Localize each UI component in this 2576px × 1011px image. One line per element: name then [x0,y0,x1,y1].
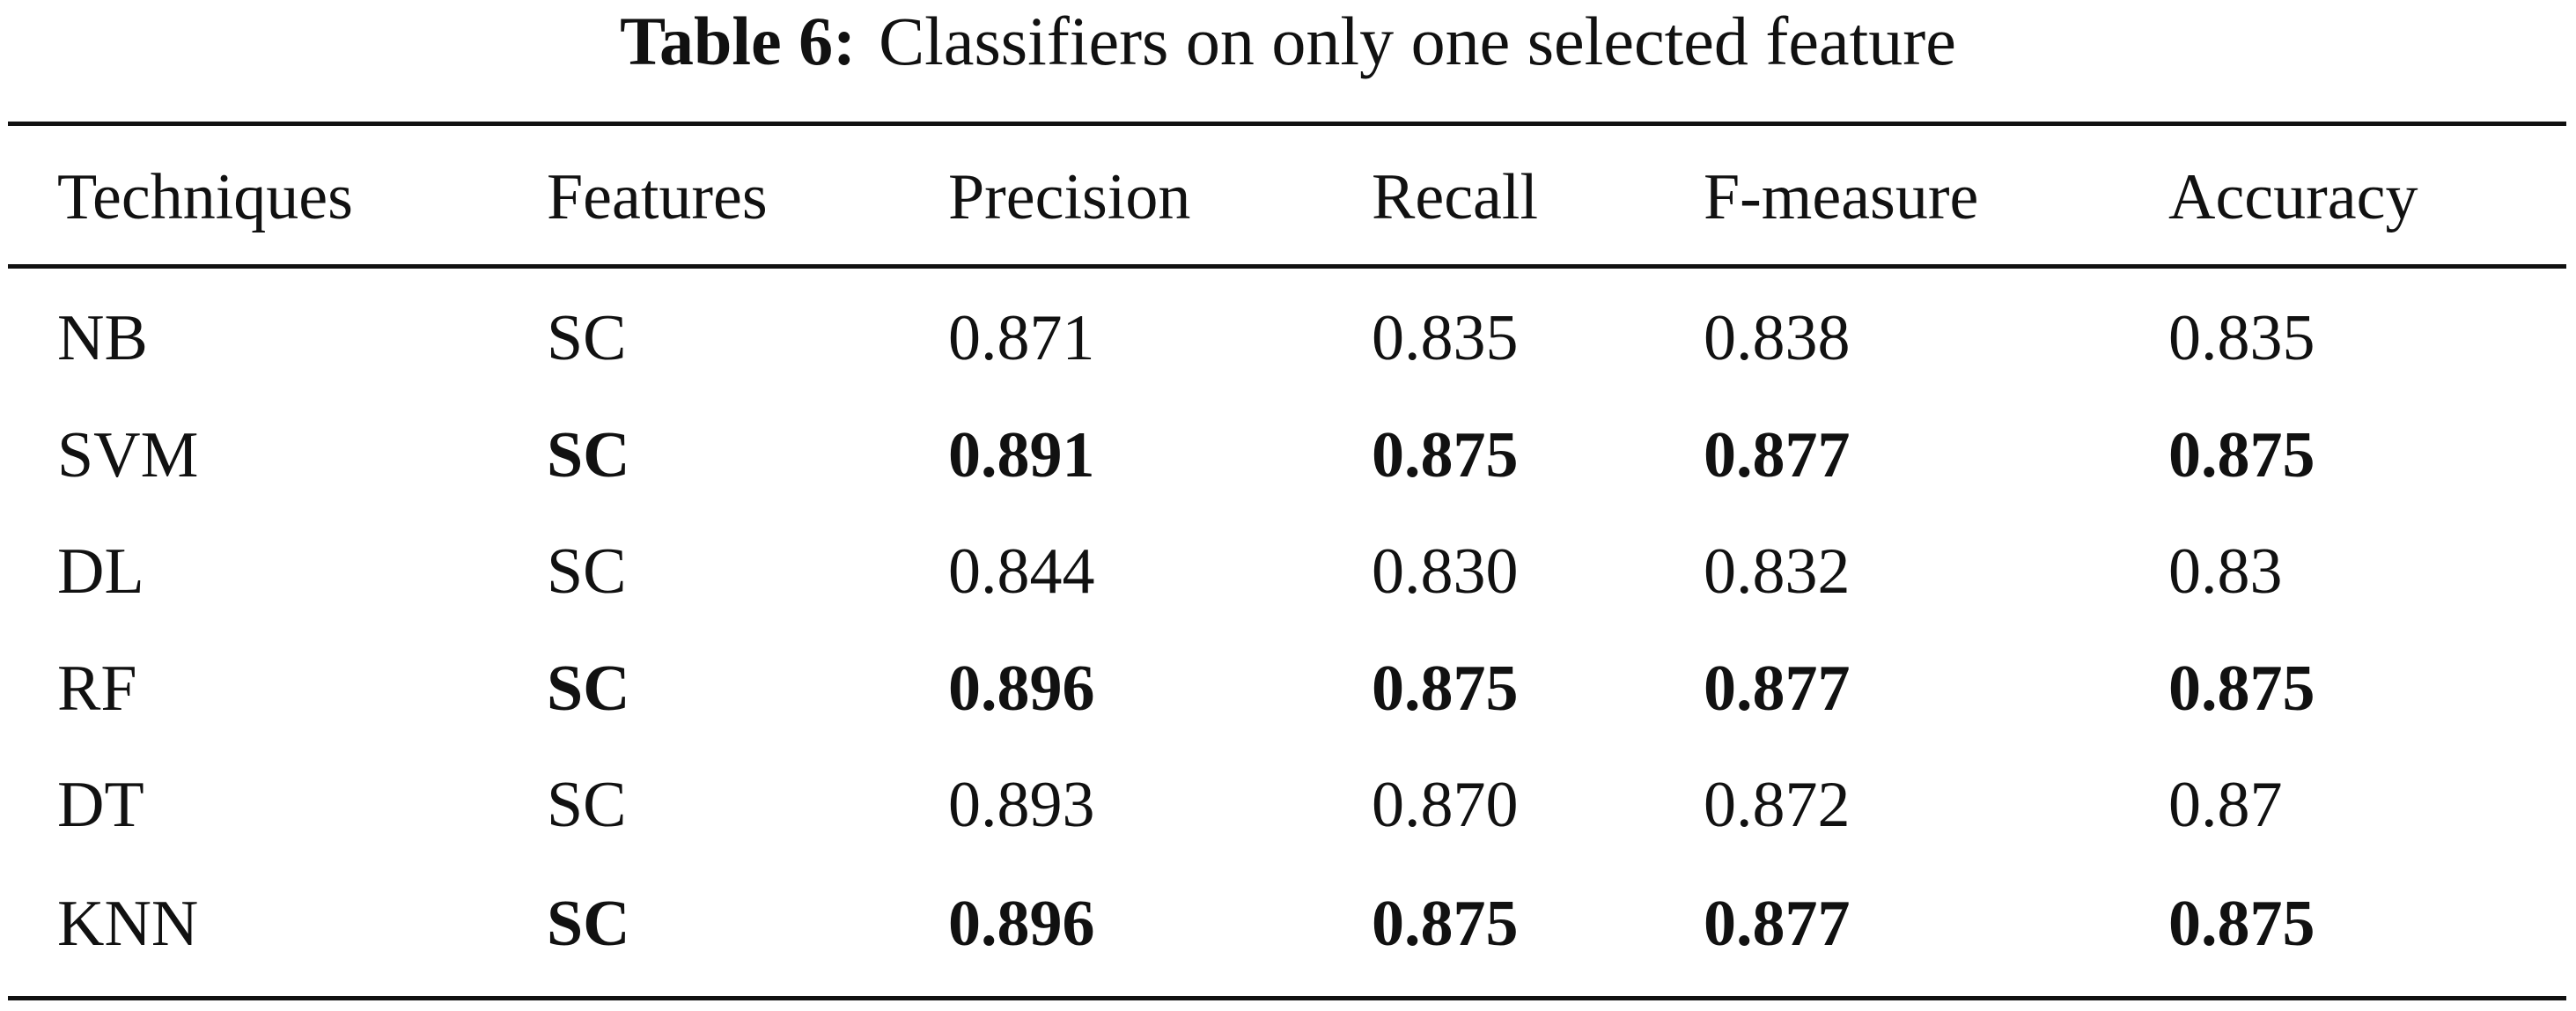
table-cell: SC [547,888,630,960]
table-cell: DL [57,535,144,608]
table-cell: 0.871 [948,302,1095,374]
table-cell: 0.877 [1704,888,1851,960]
table-cell: 0.896 [948,653,1095,725]
table-caption: Table 6: Classifiers on only one selected… [0,7,2576,76]
table-cell: 0.877 [1704,419,1851,491]
table-cell: 0.875 [1372,653,1519,725]
header-cell: Precision [948,161,1191,233]
header-cell: F-measure [1704,161,1979,233]
table-cell: DT [57,769,144,841]
table-cell: SC [547,653,630,725]
table-cell: 0.875 [1372,419,1519,491]
table-cell: 0.891 [948,419,1095,491]
table-cell: KNN [57,888,199,960]
bottom-rule [8,996,2566,1000]
caption-text: Classifiers on only one selected feature [879,3,1956,79]
table-cell: SC [547,302,627,374]
table-cell: 0.830 [1372,535,1519,608]
table-cell: SC [547,419,630,491]
table-cell: 0.832 [1704,535,1851,608]
table-cell: 0.838 [1704,302,1851,374]
table-cell: 0.875 [2168,653,2315,725]
table-cell: 0.844 [948,535,1095,608]
table-cell: SC [547,535,627,608]
header-cell: Accuracy [2168,161,2418,233]
table-cell: 0.877 [1704,653,1851,725]
table-cell: 0.875 [1372,888,1519,960]
header-cell: Recall [1372,161,1539,233]
header-cell: Techniques [57,161,353,233]
table-cell: 0.87 [2168,769,2283,841]
table-cell: RF [57,653,137,725]
table-cell: SC [547,769,627,841]
table-cell: 0.83 [2168,535,2283,608]
table-cell: 0.896 [948,888,1095,960]
table-cell: NB [57,302,148,374]
table-cell: 0.835 [2168,302,2315,374]
table-cell: 0.893 [948,769,1095,841]
table-cell: 0.872 [1704,769,1851,841]
table-cell: 0.875 [2168,419,2315,491]
table-cell: SVM [57,419,199,491]
top-rule [8,122,2566,126]
header-rule [8,264,2566,269]
table-cell: 0.835 [1372,302,1519,374]
table-cell: 0.875 [2168,888,2315,960]
header-cell: Features [547,161,768,233]
caption-label: Table 6: [620,3,857,79]
table-cell: 0.870 [1372,769,1519,841]
